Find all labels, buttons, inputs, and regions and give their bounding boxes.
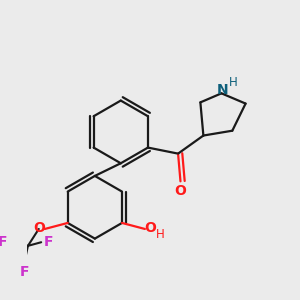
Text: N: N	[217, 83, 229, 97]
Text: O: O	[144, 221, 156, 235]
Text: H: H	[156, 229, 165, 242]
Text: H: H	[229, 76, 238, 89]
Text: F: F	[44, 235, 53, 249]
Text: F: F	[20, 266, 29, 279]
Text: F: F	[0, 235, 8, 249]
Text: O: O	[33, 221, 45, 235]
Text: O: O	[175, 184, 186, 198]
